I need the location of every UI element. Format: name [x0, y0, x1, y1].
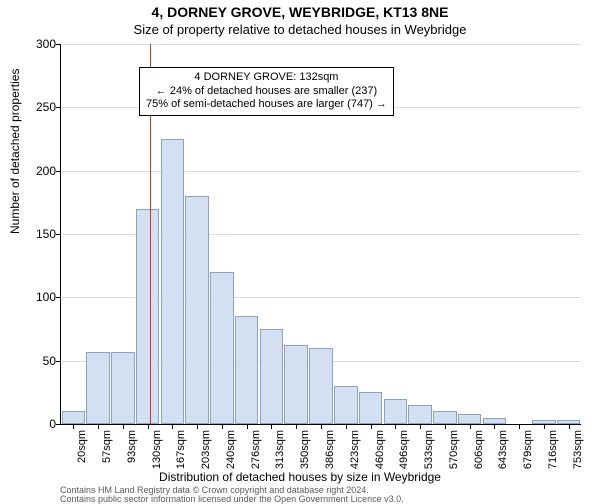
xtick-mark [445, 424, 446, 429]
plot-area: 05010015020025030020sqm57sqm93sqm130sqm1… [60, 44, 581, 425]
xtick-mark [148, 424, 149, 429]
xtick-mark [346, 424, 347, 429]
histogram-bar [86, 352, 110, 424]
ytick-mark [56, 361, 61, 362]
histogram-bar [161, 139, 185, 424]
histogram-bar [384, 399, 408, 424]
histogram-bar [359, 392, 383, 424]
histogram-bar [62, 411, 86, 424]
xtick-mark [172, 424, 173, 429]
xtick-mark [98, 424, 99, 429]
annotation-box: 4 DORNEY GROVE: 132sqm← 24% of detached … [139, 67, 394, 116]
ytick-label: 250 [16, 100, 56, 114]
histogram-bar [309, 348, 333, 424]
ytick-mark [56, 297, 61, 298]
histogram-bar [458, 414, 482, 424]
ytick-label: 300 [16, 37, 56, 51]
x-axis-label: Distribution of detached houses by size … [0, 470, 600, 484]
ytick-label: 150 [16, 227, 56, 241]
xtick-mark [420, 424, 421, 429]
ytick-mark [56, 171, 61, 172]
xtick-mark [247, 424, 248, 429]
y-axis-label: Number of detached properties [8, 69, 22, 234]
xtick-mark [296, 424, 297, 429]
annotation-line: 75% of semi-detached houses are larger (… [146, 98, 387, 112]
histogram-bar [433, 411, 457, 424]
histogram-bar [111, 352, 135, 424]
xtick-mark [73, 424, 74, 429]
xtick-mark [569, 424, 570, 429]
ytick-label: 0 [16, 417, 56, 431]
histogram-bar [210, 272, 234, 424]
histogram-bar [284, 345, 308, 424]
annotation-line: 4 DORNEY GROVE: 132sqm [146, 71, 387, 85]
xtick-mark [321, 424, 322, 429]
chart-container: 4, DORNEY GROVE, WEYBRIDGE, KT13 8NE Siz… [0, 0, 600, 500]
xtick-mark [371, 424, 372, 429]
ytick-mark [56, 44, 61, 45]
xtick-mark [222, 424, 223, 429]
ytick-mark [56, 424, 61, 425]
xtick-mark [544, 424, 545, 429]
ytick-label: 50 [16, 354, 56, 368]
histogram-bar [260, 329, 284, 424]
gridline [61, 171, 581, 172]
gridline [61, 44, 581, 45]
ytick-mark [56, 107, 61, 108]
xtick-mark [470, 424, 471, 429]
xtick-mark [123, 424, 124, 429]
xtick-mark [494, 424, 495, 429]
chart-title: 4, DORNEY GROVE, WEYBRIDGE, KT13 8NE [0, 4, 600, 20]
ytick-label: 200 [16, 164, 56, 178]
histogram-bar [235, 316, 259, 424]
ytick-label: 100 [16, 290, 56, 304]
annotation-line: ← 24% of detached houses are smaller (23… [146, 85, 387, 99]
histogram-bar [334, 386, 358, 424]
xtick-mark [197, 424, 198, 429]
histogram-bar [136, 209, 160, 424]
histogram-bar [408, 405, 432, 424]
xtick-mark [395, 424, 396, 429]
chart-subtitle: Size of property relative to detached ho… [0, 22, 600, 37]
ytick-mark [56, 234, 61, 235]
xtick-mark [271, 424, 272, 429]
histogram-bar [185, 196, 209, 424]
xtick-mark [519, 424, 520, 429]
